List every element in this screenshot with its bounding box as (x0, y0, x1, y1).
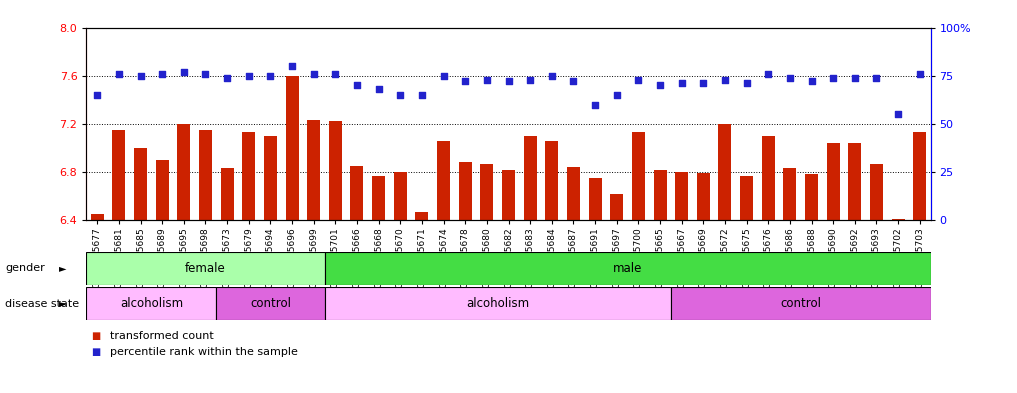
Bar (545, 141, 558, 220)
Text: control: control (250, 297, 291, 310)
Bar (762, 136, 775, 220)
Point (911, 71, 928, 77)
Point (262, 73, 279, 79)
Point (219, 74, 235, 81)
Bar (372, 176, 385, 220)
Point (544, 73, 560, 79)
Point (565, 78, 582, 84)
Point (738, 80, 755, 86)
Bar (134, 148, 147, 220)
Bar (351, 166, 363, 220)
Point (457, 78, 473, 84)
Bar (892, 219, 904, 220)
Bar (328, 121, 342, 220)
Text: gender: gender (5, 263, 45, 273)
Bar (86, 252, 324, 285)
Point (608, 92, 624, 98)
Point (479, 76, 495, 83)
Bar (566, 167, 580, 220)
Point (349, 82, 365, 88)
Bar (307, 120, 320, 220)
Point (284, 63, 300, 69)
Text: percentile rank within the sample: percentile rank within the sample (110, 347, 298, 357)
Bar (156, 160, 169, 220)
Bar (827, 143, 840, 220)
Point (176, 69, 192, 75)
Point (197, 71, 214, 77)
Bar (524, 136, 537, 220)
Point (717, 76, 733, 83)
Bar (718, 124, 731, 220)
Bar (805, 174, 818, 220)
Bar (675, 172, 689, 220)
Bar (848, 143, 861, 220)
Bar (610, 194, 623, 220)
Text: ►: ► (59, 299, 66, 309)
Bar (113, 130, 125, 220)
Text: female: female (185, 262, 226, 275)
Text: transformed count: transformed count (110, 331, 214, 341)
Bar (415, 212, 428, 220)
Point (847, 74, 863, 81)
Point (132, 73, 148, 79)
Text: male: male (613, 262, 642, 275)
Bar (697, 173, 710, 220)
Text: control: control (780, 297, 821, 310)
Bar (86, 287, 217, 320)
Point (435, 73, 452, 79)
Point (241, 73, 257, 79)
Bar (394, 172, 407, 220)
Point (760, 71, 776, 77)
Point (825, 74, 841, 81)
Text: alcoholism: alcoholism (120, 297, 183, 310)
Text: disease state: disease state (5, 299, 79, 309)
Bar (783, 168, 796, 220)
Bar (654, 169, 666, 220)
Bar (199, 130, 212, 220)
Bar (870, 163, 883, 220)
Bar (91, 214, 104, 220)
Bar (177, 124, 190, 220)
Bar (217, 287, 324, 320)
Point (500, 78, 517, 84)
Point (803, 78, 820, 84)
Bar (264, 136, 277, 220)
Bar (589, 178, 602, 220)
Point (890, 111, 906, 118)
Point (89, 92, 106, 98)
Point (111, 71, 127, 77)
Bar (913, 132, 926, 220)
Point (305, 71, 321, 77)
Point (869, 74, 885, 81)
Point (370, 86, 386, 92)
Point (631, 76, 647, 83)
Point (414, 92, 430, 98)
Bar (324, 252, 931, 285)
Point (327, 71, 344, 77)
Bar (502, 169, 515, 220)
Text: ►: ► (59, 263, 66, 273)
Bar (671, 287, 931, 320)
Bar (437, 141, 451, 220)
Point (587, 101, 603, 108)
Bar (324, 287, 671, 320)
Point (673, 80, 690, 86)
Point (696, 80, 712, 86)
Text: ■: ■ (92, 331, 101, 341)
Bar (459, 162, 472, 220)
Point (393, 92, 409, 98)
Text: alcoholism: alcoholism (466, 297, 529, 310)
Point (782, 74, 798, 81)
Bar (242, 132, 255, 220)
Text: ■: ■ (92, 347, 101, 357)
Bar (480, 163, 493, 220)
Point (522, 76, 538, 83)
Bar (221, 168, 234, 220)
Point (154, 71, 170, 77)
Bar (740, 176, 753, 220)
Bar (632, 132, 645, 220)
Point (652, 82, 668, 88)
Bar (286, 76, 299, 220)
